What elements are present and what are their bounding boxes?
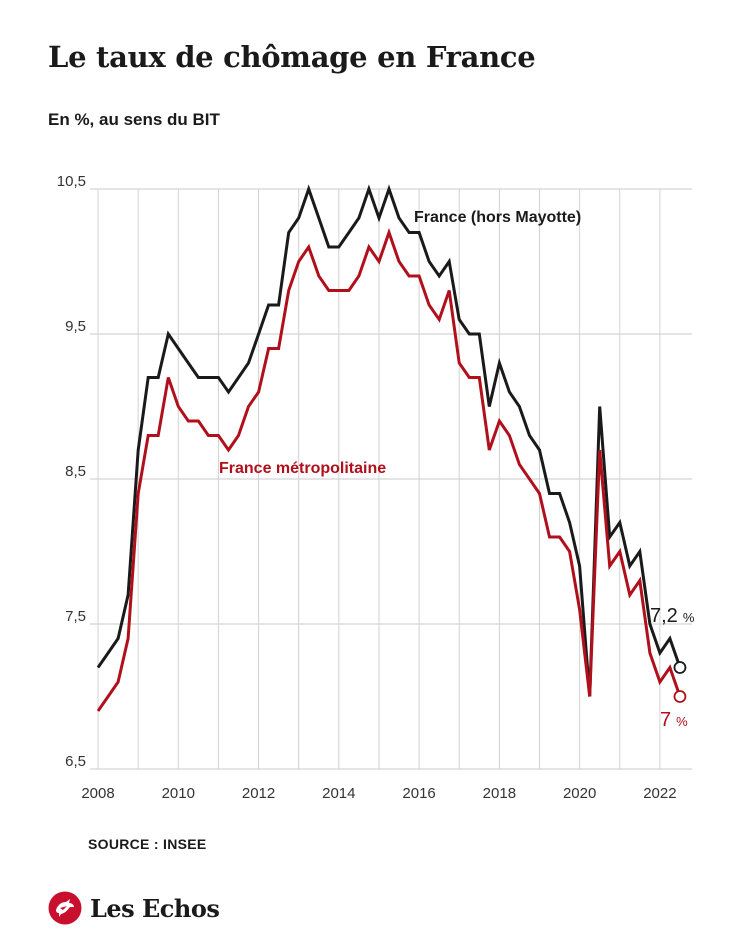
x-tick-label: 2008 [81,785,114,802]
chart-title: Le taux de chômage en France [48,40,536,74]
brand-name: Les Echos [90,893,220,923]
y-tick-label: 9,5 [65,318,86,335]
x-tick-label: 2016 [402,785,435,802]
series-end-marker [673,690,687,703]
les-echos-rooster-logo-icon [48,891,82,925]
series-line-france-metropolitaine [96,227,682,712]
x-tick-label: 2010 [162,785,195,802]
series-line-france-hors-mayotte [96,184,682,697]
series-label-france-metropolitaine: France métropolitaine [219,460,386,477]
line-chart: 6,5 7,5 8,5 9,5 10,5 2008 2010 2012 2014 2016 2018… [57,173,695,802]
chart-subtitle: En %, au sens du BIT [48,110,220,129]
x-tick-label: 2014 [322,785,355,802]
y-tick-label: 10,5 [57,173,86,190]
source-note: SOURCE : INSEE [88,836,207,852]
series-label-france-hors-mayotte: France (hors Mayotte) [414,209,581,226]
brand-logo: Les Echos [48,890,220,926]
y-tick-label: 8,5 [65,463,86,480]
x-tick-label: 2020 [563,785,596,802]
end-value-label-france-hors-mayotte: 7,2% [650,605,695,627]
x-tick-label: 2018 [483,785,516,802]
series-end-marker [673,661,687,674]
x-tick-label: 2022 [643,785,676,802]
y-tick-label: 6,5 [65,753,86,770]
x-tick-label: 2012 [242,785,275,802]
end-value-label-france-metropolitaine: 7% [660,709,688,731]
y-tick-label: 7,5 [65,608,86,625]
